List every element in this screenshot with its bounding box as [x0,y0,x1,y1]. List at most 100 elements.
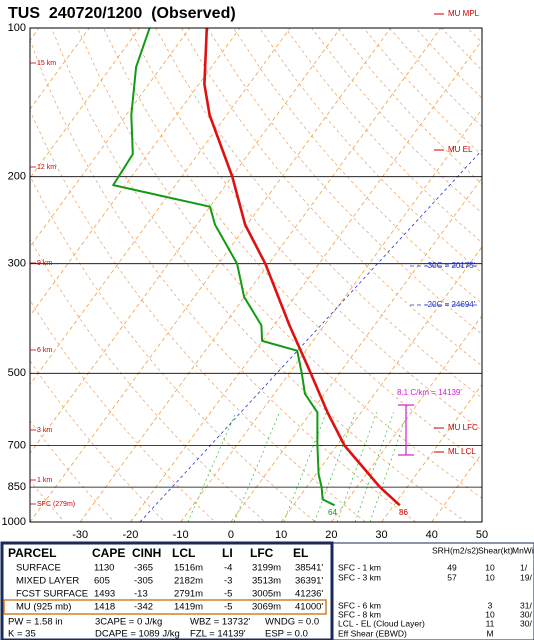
labels: -30 -20 -10 0 10 20 30 40 50 100 200 300 500 700 850 10… [2,9,489,541]
index-cell: 3CAPE = 0 J/kg [95,617,162,628]
dry-adiabat [181,28,482,367]
table-cell: MIXED LAYER [16,576,79,587]
index-cell: WBZ = 13732' [190,617,250,628]
parcel-panel [0,541,334,640]
profiles [112,28,401,507]
table-header: PARCEL [8,546,56,560]
x-tick-label: 50 [476,529,488,541]
table-cell: 10 [485,562,495,572]
table-cell: 10 [485,572,495,582]
table-cell: -3 [224,576,232,587]
annotation: 8.1 C/km = 14139' [397,388,462,397]
table-cell: 1493 [94,589,115,600]
annotation: -30C = 20175' [425,261,476,270]
mixing-ratio-line [354,412,394,522]
table-cell: SFC - 8 km [338,609,381,619]
temperature-line [203,28,401,507]
height-label: 9 km [37,260,52,267]
annotation: 86 [399,508,408,517]
dry-adiabat [285,28,482,244]
wind-panel [332,542,534,640]
plot-frame [29,27,483,523]
dry-adiabat [51,28,467,522]
isotherm-extra [30,28,391,522]
table-header: LCL [172,546,195,560]
table-header: EL [293,546,308,560]
table-cell: 41236' [295,589,323,600]
table-cell: SFC - 6 km [338,600,381,610]
table-cell: SFC - 3 km [338,572,381,582]
table-cell: SURFACE [16,563,61,574]
table-cell: 41000' [295,602,323,613]
index-cell: DCAPE = 1089 J/kg [95,629,180,640]
table-cell: 31/ [520,600,532,610]
annotation: MU MPL [448,9,480,18]
mixing-ratio-line [369,412,408,522]
height-label: 6 km [37,347,52,354]
dry-adiabat [30,175,317,522]
table-header: CAPE [92,546,125,560]
table-header: SRH(m2/s2) [432,545,479,555]
table-header: CINH [132,546,161,560]
y-tick-label: 300 [8,258,26,270]
table-cell: 1516m [174,563,203,574]
annotation: MU EL [448,145,473,154]
dry-adiabat [30,38,417,522]
annotation: -20C = 24694' [425,300,476,309]
table-cell: -342 [134,602,153,613]
x-tick-label: 20 [325,529,337,541]
table-cell: -5 [224,589,232,600]
table-cell: 605 [94,576,110,587]
x-tick-label: 40 [426,529,438,541]
table-cell: 30/ [520,618,532,628]
x-tick-label: -10 [173,529,189,541]
x-tick-label: -30 [72,529,88,541]
x-tick-label: 0 [228,529,234,541]
table-header: MnWind [512,545,534,555]
isotherm [381,383,482,522]
table-cell: 3 [488,600,493,610]
height-label: SFC (279m) [37,501,75,508]
index-cell: FZL = 14139' [190,629,246,640]
table-cell: 10 [485,609,495,619]
table-cell: 2791m [174,589,203,600]
table-cell: 3005m [252,589,281,600]
table-cell: 11 [486,618,495,628]
dry-adiabat [207,28,482,335]
y-tick-label: 100 [8,22,26,34]
height-label: 1 km [37,477,52,484]
chart-title: TUS 240720/1200 (Observed) [8,5,236,22]
table-cell: 3513m [252,576,281,587]
table-header: Shear(kt) [478,545,513,555]
dry-adiabat [77,28,482,499]
table-cell: 1130 [94,563,114,574]
table-cell: -5 [224,602,232,613]
isotherm [180,108,482,522]
table-cell: -305 [134,576,153,587]
x-tick-label: -20 [122,529,138,541]
table-cell: MU (925 mb) [16,602,71,613]
y-tick-label: 200 [8,171,26,183]
table-cell: 57 [447,572,457,582]
table-header: LI [222,546,233,560]
dry-adiabat [129,28,482,432]
y-tick-label: 1000 [2,516,26,528]
table-cell: SFC - 1 km [338,562,381,572]
table-cell: -13 [134,589,148,600]
annotation: MU LFC [448,423,478,432]
table-cell: M [486,628,493,638]
index-cell: ESP = 0.0 [265,629,308,640]
table-cell: 1418 [94,602,115,613]
table-cell: -4 [224,563,232,574]
isotherm [130,39,482,522]
annotation: 64 [328,508,337,517]
height-label: 3 km [37,427,52,434]
table-cell: 1419m [174,602,203,613]
table-header: LFC [250,546,274,560]
index-cell: WNDG = 0.0 [265,617,319,628]
height-line [139,149,482,522]
x-tick-label: 30 [375,529,387,541]
annotation: ML LCL [448,447,476,456]
